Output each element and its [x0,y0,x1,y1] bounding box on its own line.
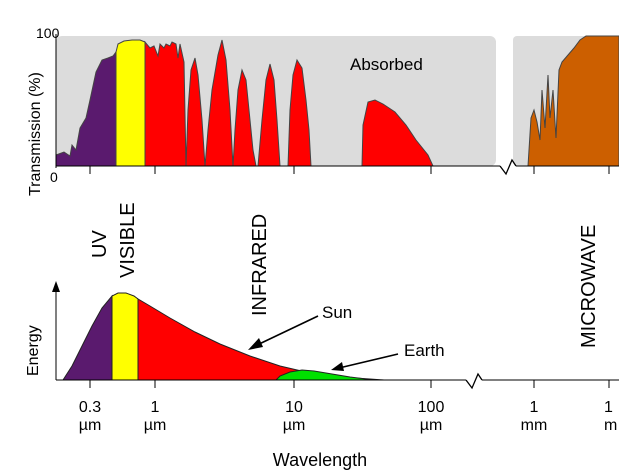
tick-value-1m: 1 [604,399,613,416]
sun-pointer-arrow [254,315,319,347]
y-tick-0: 0 [50,169,58,185]
earth-pointer-arrow [338,353,399,369]
energy-axis-arrowhead [52,281,60,292]
band-label-microwave: MICROWAVE [578,225,600,348]
earth-emission [274,369,373,381]
uv-transmission [55,50,117,167]
absorbed-label: Absorbed [350,55,423,74]
infrared-transmission [144,39,434,167]
microwave-transmission [527,35,619,167]
tick-unit-0.3: µm [79,417,102,434]
earth-pointer-arrowhead [331,362,344,371]
transmission-axis-label: Transmission (%) [27,72,44,196]
tick-unit-100um: µm [420,417,443,434]
tick-unit-10um: µm [283,417,306,434]
visible-transmission [115,39,146,167]
tick-value-10um: 10 [285,399,303,416]
energy-axis-label: Energy [25,325,42,376]
wavelength-axis-title: Wavelength [273,450,367,470]
tick-value-1mm: 1 [530,399,539,416]
band-label-uv: UV [89,230,111,258]
tick-unit-1m: m [604,417,617,434]
tick-unit-1mm: mm [521,417,548,434]
earth-label: Earth [404,341,445,360]
sun-infrared-emission [137,298,385,381]
sun-pointer-arrowhead [248,338,263,350]
tick-value-100um: 100 [418,399,445,416]
sun-uv-emission [62,294,113,381]
band-label-infrared: INFRARED [249,214,271,316]
tick-unit-1um: µm [144,417,167,434]
axis-break-top [499,158,517,176]
sun-visible-emission [111,292,139,381]
sun-label: Sun [322,303,352,322]
tick-value-0.3: 0.3 [79,399,101,416]
y-tick-100: 100 [36,25,60,41]
axis-break-bottom [465,372,483,390]
band-label-visible: VISIBLE [117,202,139,278]
tick-value-1um: 1 [151,399,160,416]
